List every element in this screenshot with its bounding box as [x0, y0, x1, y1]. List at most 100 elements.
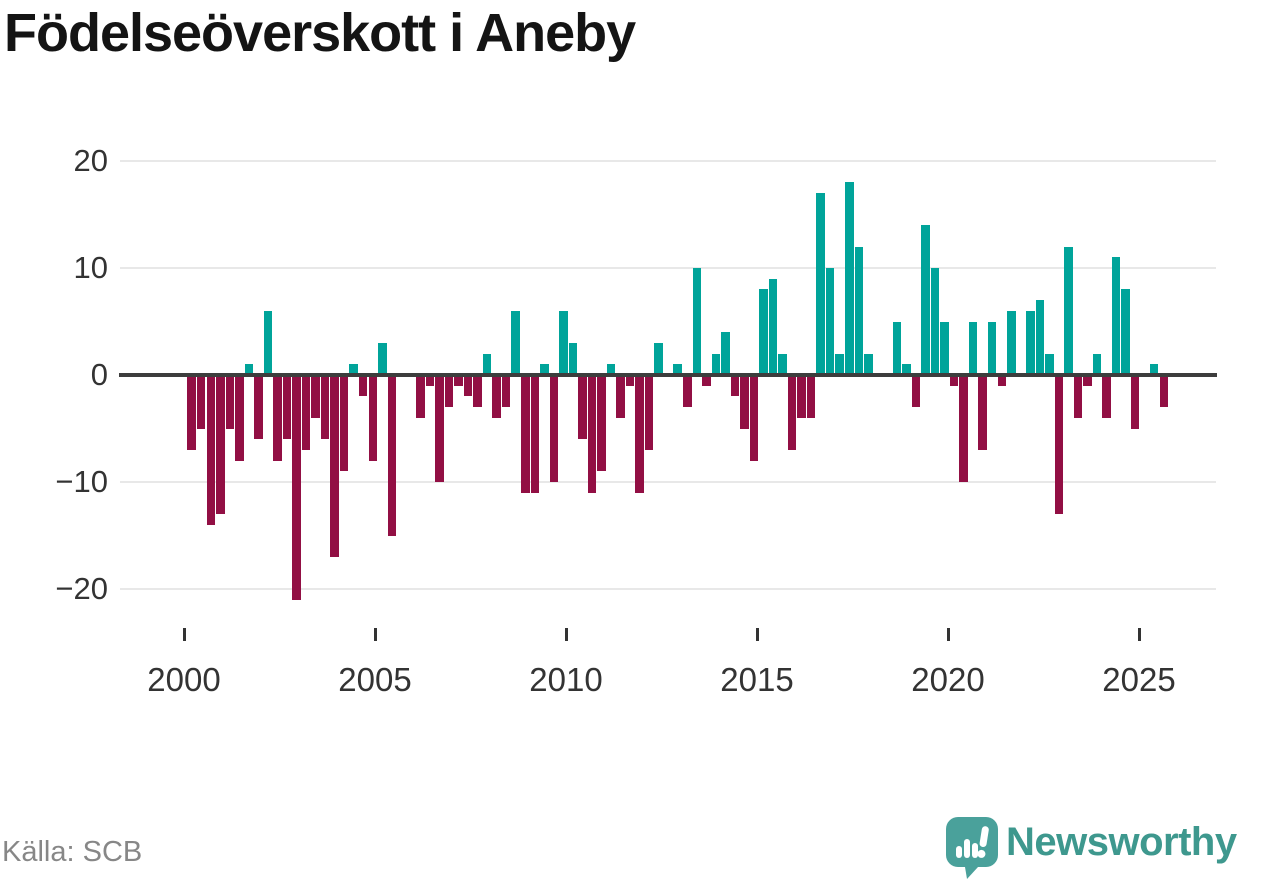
bar-2004Q4	[368, 375, 378, 461]
bar-2006Q4	[444, 375, 454, 408]
bar-2021Q2	[997, 375, 1006, 386]
bar-2008Q1	[492, 375, 501, 418]
bar-2024Q1	[1102, 375, 1111, 418]
bar-2022Q4	[1054, 375, 1064, 515]
bar-2009Q1	[530, 375, 540, 493]
bar-2016Q1	[797, 375, 806, 418]
x-axis-tick-2025	[1137, 628, 1141, 641]
bar-2012Q2	[654, 342, 663, 375]
bar-2000Q3	[206, 375, 215, 525]
bar-2014Q2	[730, 375, 740, 397]
bar-2006Q2	[425, 375, 435, 386]
bar-2004Q3	[358, 375, 368, 397]
bar-2025Q2	[1149, 364, 1159, 375]
gridline-y-10	[120, 267, 1216, 269]
bar-2013Q1	[683, 375, 692, 408]
zero-axis-line	[119, 373, 1217, 377]
y-axis-label: −10	[55, 464, 108, 499]
bar-2003Q2	[311, 375, 320, 418]
bar-2015Q4	[787, 375, 797, 450]
bar-2015Q2	[768, 278, 778, 375]
bar-2022Q2	[1035, 300, 1045, 375]
bar-2003Q4	[330, 375, 339, 557]
bar-2021Q1	[987, 321, 997, 375]
bar-2012Q4	[673, 364, 682, 375]
bar-2016Q2	[806, 375, 816, 418]
bar-2013Q4	[711, 353, 721, 375]
gridline-y--10	[120, 481, 1216, 483]
bar-2023Q2	[1073, 375, 1083, 418]
bar-2000Q2	[196, 375, 206, 429]
bar-2011Q2	[616, 375, 625, 418]
gridline-y-20	[120, 160, 1216, 162]
bar-2014Q1	[721, 332, 730, 375]
bar-2016Q3	[816, 193, 825, 375]
x-axis-tick-2015	[755, 628, 759, 641]
bar-2024Q3	[1121, 289, 1130, 375]
bar-2020Q1	[949, 375, 959, 386]
bar-2008Q2	[501, 375, 511, 408]
bar-2013Q2	[692, 268, 702, 375]
bar-2017Q1	[835, 353, 844, 375]
bar-2020Q2	[959, 375, 968, 482]
x-axis-tick-2005	[373, 628, 377, 641]
bar-2006Q3	[435, 375, 444, 482]
bar-2024Q2	[1111, 257, 1121, 375]
bar-2019Q1	[911, 375, 921, 408]
x-axis-tick-2000	[182, 628, 186, 641]
bar-2002Q2	[273, 375, 282, 461]
bar-2024Q4	[1130, 375, 1140, 429]
bar-2017Q3	[854, 246, 864, 375]
bar-2002Q1	[263, 310, 273, 375]
bar-2008Q4	[521, 375, 530, 493]
bar-2001Q4	[254, 375, 263, 440]
y-axis-label: 0	[90, 357, 108, 392]
bar-2009Q4	[559, 310, 568, 375]
bar-2008Q3	[511, 310, 520, 375]
bar-2012Q1	[644, 375, 654, 450]
bar-2007Q4	[482, 353, 492, 375]
bar-2011Q4	[635, 375, 644, 493]
y-axis-label: 10	[73, 250, 108, 285]
bar-2010Q2	[578, 375, 587, 440]
x-axis-label-2000: 2000	[147, 661, 221, 698]
bar-2015Q3	[778, 353, 787, 375]
x-axis-label-2025: 2025	[1102, 661, 1176, 698]
bar-2007Q3	[473, 375, 482, 408]
bar-2019Q4	[940, 321, 949, 375]
bar-2002Q4	[292, 375, 301, 600]
bar-2016Q4	[825, 268, 835, 375]
bar-2002Q3	[282, 375, 292, 440]
gridline-y--20	[120, 588, 1216, 590]
x-axis-label-2020: 2020	[911, 661, 985, 698]
bar-2005Q2	[387, 375, 397, 536]
y-axis-label: −20	[55, 571, 108, 606]
bar-2023Q1	[1064, 246, 1073, 375]
bar-2013Q3	[702, 375, 711, 386]
bar-2022Q1	[1026, 310, 1035, 375]
source-label: Källa: SCB	[2, 836, 143, 868]
y-axis-label: 20	[73, 143, 108, 178]
bar-2020Q4	[978, 375, 987, 450]
bar-2000Q1	[187, 375, 196, 450]
bar-2015Q1	[759, 289, 768, 375]
bar-2023Q3	[1083, 375, 1092, 386]
bar-2010Q3	[587, 375, 597, 493]
bar-2004Q1	[339, 375, 349, 472]
bar-2019Q3	[930, 268, 940, 375]
newsworthy-logo: Newsworthy	[946, 817, 1258, 879]
bar-2001Q3	[244, 364, 254, 375]
bar-2009Q2	[540, 364, 549, 375]
bar-2003Q1	[301, 375, 311, 450]
bar-2019Q2	[921, 225, 930, 375]
bar-2011Q1	[606, 364, 616, 375]
bar-2017Q4	[864, 353, 873, 375]
bar-2003Q3	[320, 375, 330, 440]
bar-2001Q2	[235, 375, 244, 461]
bar-2010Q1	[568, 342, 578, 375]
chart-title: Födelseöverskott i Aneby	[4, 3, 636, 63]
bar-2006Q1	[416, 375, 425, 418]
bar-2007Q2	[463, 375, 473, 397]
bar-2014Q3	[740, 375, 749, 429]
